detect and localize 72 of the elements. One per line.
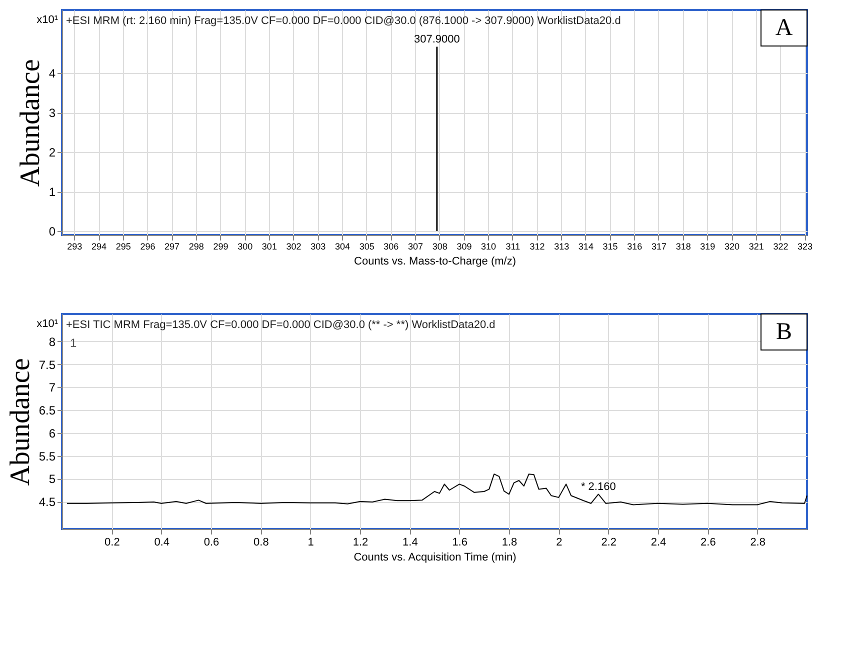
x-tick-label: 1.8 — [502, 536, 518, 548]
x-tick-label: 303 — [310, 242, 326, 252]
x-tick-label: 312 — [530, 242, 545, 252]
y-tick-label: 6 — [48, 426, 56, 440]
x-tick-label: 318 — [676, 242, 691, 252]
x-tick-label: 321 — [748, 242, 764, 252]
x-tick-label: 323 — [798, 242, 813, 252]
x-tick-label: 300 — [238, 242, 253, 252]
x-tick-label: 1 — [308, 536, 314, 548]
x-tick-label: 298 — [188, 242, 204, 252]
x-tick-label: 305 — [359, 242, 374, 252]
x-tick-label: 0.2 — [104, 536, 120, 548]
y-tick-label: 7 — [48, 380, 56, 395]
text: x10¹ — [36, 318, 58, 330]
y-tick-label: 2 — [48, 146, 56, 160]
x-axis-title: Counts vs. Mass-to-Charge (m/z) — [354, 256, 516, 268]
y-tick-label: 8 — [48, 334, 56, 349]
y-tick-label: 4.5 — [38, 495, 56, 510]
y-tick-label: 5.5 — [38, 449, 56, 464]
x-tick-label: 1.4 — [402, 536, 418, 548]
y-axis-title: Abundance — [4, 358, 36, 486]
y-tick-label: 3 — [48, 106, 56, 120]
x-tick-label: 313 — [554, 242, 570, 252]
y-tick-label: 0 — [48, 224, 56, 239]
x-tick-label: 309 — [456, 242, 472, 252]
x-tick-label: 293 — [67, 242, 82, 252]
annotation: 1 — [70, 336, 77, 350]
x-tick-label: 310 — [481, 242, 496, 252]
x-tick-label: 2.6 — [700, 536, 716, 548]
x-tick-label: 1.6 — [452, 536, 468, 548]
y-tick-label: 1 — [48, 185, 56, 200]
x-tick-label: 307 — [408, 242, 424, 252]
annotation: B — [776, 319, 792, 345]
annotation: 307.9000 — [414, 34, 460, 46]
x-axis-title: Counts vs. Acquisition Time (min) — [354, 552, 516, 564]
x-tick-label: 315 — [602, 242, 618, 252]
y-tick-label: 6.5 — [38, 404, 56, 418]
x-tick-label: 306 — [384, 242, 399, 252]
x-tick-label: 2.4 — [650, 536, 666, 548]
x-tick-label: 304 — [334, 242, 350, 252]
y-tick-label: 5 — [48, 472, 56, 486]
x-tick-label: 1.2 — [352, 536, 368, 548]
y-axis-title: Abundance — [14, 59, 46, 187]
x-tick-label: 308 — [432, 242, 448, 252]
x-tick-label: 322 — [773, 242, 788, 252]
x-tick-label: 314 — [578, 242, 594, 252]
x-tick-label: 0.6 — [204, 536, 220, 548]
x-tick-label: 294 — [92, 242, 107, 252]
x-tick-label: 301 — [262, 242, 277, 252]
annotation: * 2.160 — [580, 481, 616, 494]
x-tick-label: 0.8 — [254, 536, 269, 548]
x-tick-label: 302 — [286, 242, 302, 252]
chart-title: +ESI MRM (rt: 2.160 min) Frag=135.0V CF=0.000 DF=0.000 CID@30.0 (876.1000 -> 307.9000) WorklistData20.d — [66, 15, 621, 27]
x-tick-label: 0.4 — [154, 536, 170, 548]
text: x10¹ — [36, 14, 58, 26]
x-tick-label: 317 — [651, 242, 667, 252]
text: +ESI TIC MRM Frag=135.0V CF=0.000 DF=0.000 CID@30.0 (** -> **) WorklistData20.d — [66, 319, 496, 331]
x-tick-label: 319 — [700, 242, 716, 252]
y-tick-label: 4 — [48, 66, 56, 81]
y-tick-label: 7.5 — [38, 358, 56, 372]
annotation: A — [775, 15, 794, 41]
x-tick-label: 295 — [116, 242, 131, 252]
x-tick-label: 296 — [140, 242, 156, 252]
x-tick-label: 311 — [506, 242, 520, 252]
x-tick-label: 2.2 — [601, 536, 616, 548]
x-tick-label: 2 — [556, 536, 562, 548]
x-tick-label: 2.8 — [750, 536, 766, 548]
line-series — [66, 474, 808, 506]
x-tick-label: 316 — [627, 242, 642, 252]
x-tick-label: 320 — [724, 242, 740, 252]
x-tick-label: 299 — [213, 242, 228, 252]
x-tick-label: 297 — [164, 242, 180, 252]
